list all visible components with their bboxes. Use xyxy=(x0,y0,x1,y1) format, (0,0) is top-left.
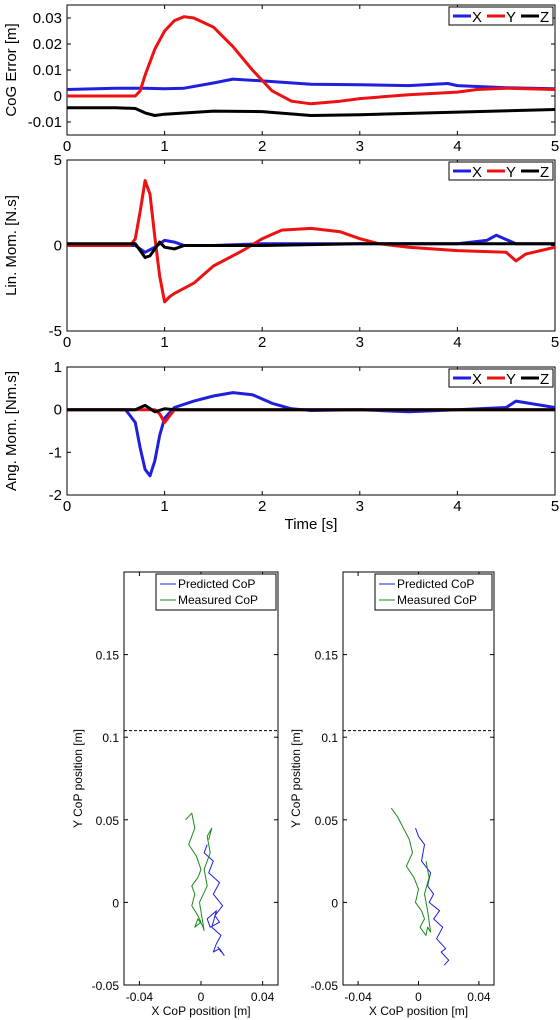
series-line-z xyxy=(67,403,555,414)
legend-label: Y xyxy=(506,371,516,388)
y-tick-label: 0.1 xyxy=(102,731,119,745)
y-tick-label: -0.01 xyxy=(28,114,62,131)
legend-label: Y xyxy=(506,9,516,26)
y-tick-label: 0 xyxy=(331,896,338,910)
y-axis-label: Y CoP position [m] xyxy=(71,729,85,828)
x-tick-label: 0 xyxy=(63,498,71,515)
chart-panel-3: 0 1 2 3 4 5 -2 -1 0 1 Ang. Mom. [Nm.s] Time [s] X Y Z xyxy=(3,359,559,533)
legend-box xyxy=(155,573,277,611)
y-axis-label: Lin. Mom. [N.s] xyxy=(3,195,20,296)
y-tick-label: 0.02 xyxy=(33,36,62,53)
y-tick-label: 0 xyxy=(54,88,62,105)
y-tick-label: 0.05 xyxy=(96,814,120,828)
series-line-y xyxy=(67,179,555,304)
chart-panel-5: -0.04 0 0.04 -0.05 0 0.05 0.1 0.15 Y CoP positio… xyxy=(289,571,495,1018)
plot-area xyxy=(67,391,555,478)
x-tick-label: 2 xyxy=(258,138,266,155)
x-tick-label: 3 xyxy=(356,334,364,351)
x-tick-label: 4 xyxy=(453,498,461,515)
x-axis-label: X CoP position [m] xyxy=(369,1004,468,1018)
x-tick-label: 3 xyxy=(356,498,364,515)
legend-label: Predicted CoP xyxy=(178,577,255,591)
legend-label: X xyxy=(472,164,482,181)
x-tick-label: -0.04 xyxy=(126,990,154,1004)
legend: X Y Z xyxy=(448,6,554,26)
y-tick-label: -5 xyxy=(49,323,62,340)
x-axis-label: X CoP position [m] xyxy=(151,1004,250,1018)
chart-panel-4: -0.04 0 0.04 -0.05 0 0.05 0.1 0.15 Y CoP positio… xyxy=(71,571,279,1018)
legend: X Y Z xyxy=(448,368,554,388)
y-tick-label: -2 xyxy=(49,487,62,504)
y-tick-label: 0 xyxy=(112,896,119,910)
legend-label: Z xyxy=(540,164,549,181)
y-axis-label: CoG Error [m] xyxy=(3,23,20,116)
legend-label: Z xyxy=(540,371,549,388)
x-tick-label: 0 xyxy=(63,334,71,351)
y-tick-label: 0.01 xyxy=(33,62,62,79)
x-axis-label: Time [s] xyxy=(285,516,338,533)
legend: Predicted CoP Measured CoP xyxy=(155,573,277,611)
x-tick-label: 5 xyxy=(551,334,559,351)
series-line-measured-cop xyxy=(390,807,432,936)
series-line-predicted-cop xyxy=(203,844,225,956)
x-tick-label: 2 xyxy=(258,334,266,351)
x-tick-label: 1 xyxy=(160,138,168,155)
y-tick-label: 0.1 xyxy=(321,731,338,745)
y-tick-label: 0.15 xyxy=(315,649,339,663)
x-tick-label: 5 xyxy=(551,498,559,515)
legend-label: Y xyxy=(506,164,516,181)
plot-area xyxy=(67,15,555,117)
legend-label: X xyxy=(472,9,482,26)
x-tick-label: 0 xyxy=(63,138,71,155)
x-tick-label: 1 xyxy=(160,498,168,515)
plot-area xyxy=(185,812,225,956)
y-axis-label: Ang. Mom. [Nm.s] xyxy=(3,371,20,491)
plot-area xyxy=(67,179,555,304)
x-tick-label: 5 xyxy=(551,138,559,155)
legend-label: X xyxy=(472,371,482,388)
y-tick-label: 0.15 xyxy=(96,649,120,663)
y-tick-label: -1 xyxy=(49,444,62,461)
plot-area xyxy=(390,807,450,966)
y-tick-label: 0 xyxy=(54,238,62,255)
axes-frame xyxy=(66,366,556,496)
x-tick-label: 0 xyxy=(198,990,205,1004)
series-line-z xyxy=(67,240,555,259)
y-tick-label: -0.05 xyxy=(92,979,120,993)
legend-box xyxy=(374,573,493,611)
y-tick-label: 5 xyxy=(54,152,62,169)
series-line-y xyxy=(67,15,555,106)
x-tick-label: 0.04 xyxy=(467,990,491,1004)
y-tick-label: 1 xyxy=(54,359,62,376)
x-tick-label: 0.04 xyxy=(251,990,275,1004)
x-tick-label: 2 xyxy=(258,498,266,515)
x-tick-label: -0.04 xyxy=(344,990,372,1004)
x-tick-label: 0 xyxy=(415,990,422,1004)
series-line-predicted-cop xyxy=(415,827,450,966)
y-axis-label: Y CoP position [m] xyxy=(289,729,303,828)
legend-label: Measured CoP xyxy=(397,593,477,607)
series-line-measured-cop xyxy=(185,812,213,931)
axes-frame xyxy=(342,571,495,986)
legend-label: Measured CoP xyxy=(178,593,258,607)
x-tick-label: 1 xyxy=(160,334,168,351)
series-line-z xyxy=(67,106,555,117)
y-tick-label: 0 xyxy=(54,402,62,419)
x-tick-label: 3 xyxy=(356,138,364,155)
legend: Predicted CoP Measured CoP xyxy=(374,573,493,611)
y-tick-label: 0.05 xyxy=(315,814,339,828)
x-tick-label: 4 xyxy=(453,334,461,351)
y-tick-label: 0.03 xyxy=(33,10,62,27)
series-line-x xyxy=(67,391,555,478)
x-tick-label: 4 xyxy=(453,138,461,155)
legend: X Y Z xyxy=(448,161,554,181)
y-tick-label: -0.05 xyxy=(311,979,339,993)
legend-label: Z xyxy=(540,9,549,26)
legend-label: Predicted CoP xyxy=(397,577,474,591)
